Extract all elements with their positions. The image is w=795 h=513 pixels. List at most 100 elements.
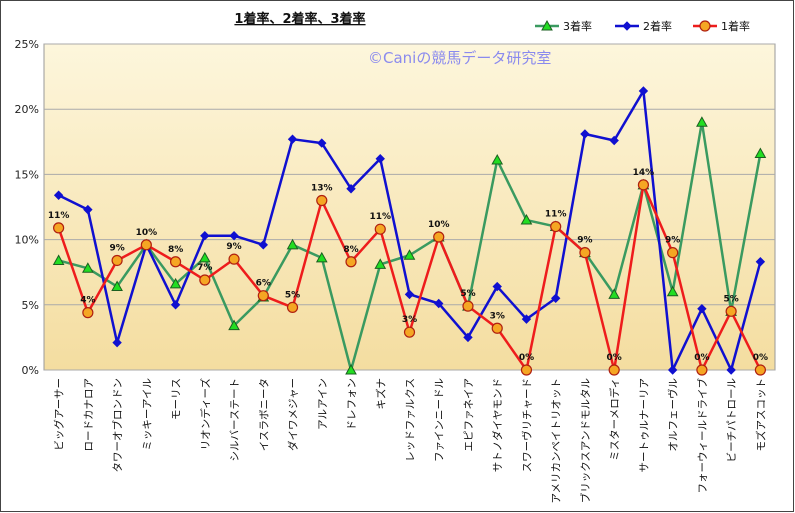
y-tick-label: 15% bbox=[15, 168, 39, 181]
circle-marker bbox=[754, 364, 766, 376]
triangle-marker bbox=[52, 254, 65, 265]
x-tick-label: サートゥルナーリア bbox=[638, 378, 650, 473]
x-tick-label: アメリカンペイトリオット bbox=[551, 378, 563, 503]
x-tick-label: フォーウィールドライブ bbox=[696, 378, 709, 494]
x-axis: ビッグアーサー ロードカナロア タワーオブロンドン ミッキーアイル モーリス リオンディー… bbox=[53, 378, 768, 504]
diamond-marker bbox=[755, 257, 766, 267]
x-tick-label: リオンディーズ bbox=[199, 378, 212, 450]
y-tick-label: 0% bbox=[22, 364, 39, 377]
y-tick-label: 10% bbox=[15, 234, 39, 247]
circle-marker bbox=[228, 253, 240, 265]
circle-marker bbox=[111, 254, 123, 267]
circle-marker bbox=[608, 364, 620, 376]
legend: 3着率 2着率 1着率 bbox=[535, 19, 750, 33]
diamond-marker bbox=[638, 86, 649, 96]
x-tick-label: サトノダイヤモンド bbox=[491, 378, 504, 472]
diamond-marker bbox=[200, 230, 210, 241]
circle-marker bbox=[199, 274, 211, 286]
data-label: 9% bbox=[109, 243, 124, 253]
data-label: 13% bbox=[311, 183, 333, 193]
data-label: 9% bbox=[226, 242, 241, 252]
triangle-marker bbox=[696, 116, 708, 127]
circle-marker bbox=[53, 222, 65, 234]
data-label: 8% bbox=[168, 245, 183, 255]
triangle-marker bbox=[666, 285, 679, 297]
x-tick-label: ビーチパトロール bbox=[726, 378, 738, 462]
data-label: 8% bbox=[343, 245, 358, 255]
data-label: 4% bbox=[80, 296, 95, 306]
circle-marker bbox=[462, 300, 474, 312]
data-label: 11% bbox=[545, 210, 567, 220]
data-label: 3% bbox=[490, 311, 505, 321]
triangle-marker bbox=[345, 363, 357, 375]
data-label: 11% bbox=[369, 212, 391, 222]
diamond-marker bbox=[622, 21, 632, 31]
diamond-marker bbox=[492, 281, 502, 292]
diamond-marker bbox=[346, 184, 356, 194]
data-label: 11% bbox=[48, 211, 70, 221]
diamond-marker bbox=[580, 129, 590, 139]
circle-marker bbox=[491, 322, 503, 334]
circle-marker bbox=[579, 247, 591, 259]
x-tick-label: イスラボニータ bbox=[258, 378, 270, 451]
data-label: 5% bbox=[723, 294, 738, 304]
diamond-marker bbox=[550, 293, 561, 303]
diamond-marker bbox=[463, 332, 473, 343]
data-label: 9% bbox=[577, 236, 592, 246]
x-tick-label: スワーヴリチャード bbox=[520, 378, 533, 472]
data-label: 5% bbox=[285, 290, 300, 300]
circle-marker bbox=[82, 307, 94, 319]
diamond-marker bbox=[317, 138, 327, 148]
data-label: 0% bbox=[694, 353, 709, 363]
triangle-marker bbox=[315, 251, 328, 263]
data-label: 7% bbox=[197, 263, 212, 273]
triangle-marker bbox=[520, 214, 533, 225]
diamond-marker bbox=[404, 289, 415, 300]
circle-marker bbox=[286, 301, 299, 314]
y-tick-label: 5% bbox=[22, 299, 39, 312]
circle-marker bbox=[169, 256, 182, 268]
circle-marker bbox=[433, 231, 445, 243]
x-tick-label: ダイワメジャー bbox=[287, 378, 300, 451]
series-layer bbox=[52, 86, 767, 376]
data-label: 6% bbox=[256, 279, 271, 289]
circle-marker bbox=[316, 194, 328, 207]
circle-marker bbox=[550, 220, 562, 233]
diamond-marker bbox=[170, 300, 181, 310]
y-axis: 0% 5% 10% 15% 20% 25% bbox=[15, 38, 39, 377]
diamond-marker bbox=[434, 298, 444, 309]
x-tick-label: オルフェーヴル bbox=[667, 378, 680, 452]
data-label: 9% bbox=[665, 236, 680, 246]
circle-marker bbox=[699, 20, 711, 32]
data-labels: 11% 4% 9% 10% 8% 7% 9% 6% 5% 13% 8% 11% 3% 10% 5% 3% 0% 1… bbox=[48, 168, 768, 363]
triangle-marker bbox=[491, 154, 504, 165]
circle-marker bbox=[403, 326, 416, 338]
diamond-marker bbox=[667, 365, 678, 375]
circle-marker bbox=[696, 364, 708, 376]
data-label: 10% bbox=[136, 228, 158, 238]
legend-label: 2着率 bbox=[643, 19, 672, 33]
data-label: 0% bbox=[607, 353, 622, 363]
x-tick-label: アルアイン bbox=[317, 378, 329, 430]
circle-marker bbox=[520, 364, 533, 376]
x-tick-label: モーリス bbox=[171, 378, 183, 420]
triangle-marker bbox=[228, 319, 240, 331]
y-tick-label: 20% bbox=[15, 103, 39, 116]
x-tick-label: ロードカナロア bbox=[83, 378, 95, 452]
diamond-marker bbox=[229, 230, 239, 241]
data-label: 0% bbox=[519, 353, 534, 363]
data-label: 10% bbox=[428, 220, 450, 230]
x-tick-label: エピファネイア bbox=[463, 378, 475, 452]
x-tick-label: ファインニードル bbox=[434, 378, 446, 462]
diamond-marker bbox=[697, 304, 707, 314]
circle-marker bbox=[345, 256, 357, 268]
series-1着率 bbox=[53, 179, 766, 376]
x-tick-label: ミスターメロディ bbox=[608, 378, 621, 461]
diamond-marker bbox=[83, 204, 93, 215]
legend-label: 3着率 bbox=[563, 19, 592, 33]
circle-marker bbox=[374, 223, 386, 235]
data-label: 5% bbox=[460, 289, 475, 299]
circle-marker bbox=[257, 290, 269, 302]
x-tick-label: シルバーステート bbox=[229, 378, 241, 461]
